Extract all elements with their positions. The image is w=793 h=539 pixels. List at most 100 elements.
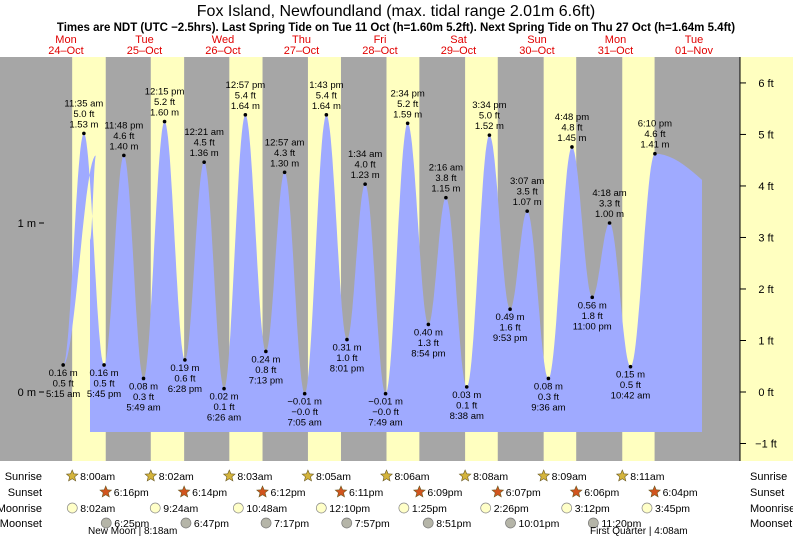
- tide-label: 0.24 m: [251, 354, 280, 365]
- moonrise-time: 8:02am: [80, 503, 115, 515]
- tide-label: 1.15 m: [431, 184, 460, 195]
- sunset-time: 6:06pm: [584, 487, 619, 499]
- row-label-right: Moonrise: [750, 503, 793, 515]
- tide-label: 0.02 m: [210, 392, 239, 403]
- day-date: 29–Oct: [441, 45, 476, 57]
- day-date: 28–Oct: [362, 45, 397, 57]
- tide-point: [444, 195, 448, 200]
- y-right-tick-label: 2 ft: [758, 284, 773, 296]
- tide-point: [590, 295, 595, 300]
- tide-label: 1.30 m: [270, 158, 299, 169]
- moonrise-time: 10:48am: [246, 503, 287, 515]
- tide-label: 1.23 m: [351, 170, 380, 181]
- sunset-icon: [177, 485, 191, 498]
- day-name: Mon: [55, 34, 76, 46]
- tide-label: 1.41 m: [640, 140, 669, 151]
- tide-label: 0.1 ft: [213, 402, 234, 413]
- tide-label: 0.3 ft: [538, 392, 559, 403]
- tide-label: 0.40 m: [414, 327, 443, 338]
- tide-label: 0.3 ft: [133, 392, 154, 403]
- tide-label: 1.36 m: [190, 148, 219, 159]
- tide-label: 0.8 ft: [255, 365, 276, 376]
- chart-title: Fox Island, Newfoundland (max. tidal ran…: [197, 3, 595, 20]
- day-date: 24–Oct: [48, 45, 83, 57]
- moonrise-time: 2:26pm: [494, 503, 529, 515]
- moonset-time: 6:47pm: [194, 518, 229, 530]
- moonrise-icon: [232, 502, 244, 514]
- tide-point: [141, 376, 146, 381]
- moonrise-time: 3:12pm: [575, 503, 610, 515]
- tide-label: 1.52 m: [475, 121, 504, 132]
- tide-label: 1.53 m: [69, 119, 98, 130]
- tide-label: 4.0 ft: [355, 160, 376, 171]
- tide-point: [405, 121, 410, 126]
- tide-label: 5.4 ft: [316, 90, 337, 101]
- tide-label: 1:43 pm: [309, 80, 343, 91]
- tide-label: 5.0 ft: [479, 111, 500, 122]
- row-label-left: Sunrise: [5, 471, 42, 483]
- tide-label: 5.2 ft: [397, 99, 418, 110]
- day-name: Wed: [212, 34, 234, 46]
- tide-label: 3.3 ft: [599, 199, 620, 210]
- tide-label: 6:28 pm: [168, 384, 202, 395]
- tide-point: [264, 349, 268, 354]
- day-date: 25–Oct: [127, 45, 162, 57]
- row-label-right: Sunrise: [750, 471, 787, 483]
- tide-label: 5:45 pm: [87, 389, 121, 400]
- tide-label: 0.56 m: [578, 300, 607, 311]
- tide-label: 0.16 m: [90, 368, 119, 379]
- tide-label: 1.8 ft: [582, 311, 603, 322]
- moonset-icon: [587, 517, 599, 529]
- tide-label: 5:49 am: [126, 402, 160, 413]
- tide-label: 4.5 ft: [194, 138, 215, 149]
- tide-label: 1.64 m: [231, 101, 260, 112]
- y-tick-label: 0 m: [18, 387, 36, 399]
- day-name: Mon: [605, 34, 626, 46]
- sunrise-time: 8:05am: [316, 471, 351, 483]
- sunrise-icon: [144, 469, 158, 482]
- day-name: Sat: [450, 34, 467, 46]
- tide-point: [628, 364, 633, 369]
- tide-area-path: [63, 114, 702, 433]
- tide-point: [82, 131, 86, 136]
- tide-label: −0.01 m: [368, 397, 403, 408]
- sunrise-icon: [615, 469, 629, 482]
- tide-point: [653, 151, 657, 156]
- tide-label: 0.1 ft: [456, 400, 477, 411]
- sunset-icon: [569, 485, 583, 498]
- row-label-right: Moonset: [750, 518, 792, 530]
- tide-label: 5.4 ft: [235, 90, 256, 101]
- sunset-time: 6:07pm: [506, 487, 541, 499]
- moonrise-icon: [398, 502, 410, 514]
- right-axis-panel: [740, 57, 793, 461]
- tide-label: 12:21 am: [184, 127, 224, 138]
- moonrise-time: 12:10pm: [329, 503, 370, 515]
- tide-label: 0.15 m: [616, 370, 645, 381]
- tide-label: 0.5 ft: [620, 380, 641, 391]
- sunrise-icon: [458, 469, 472, 482]
- sunrise-time: 8:06am: [394, 471, 429, 483]
- tide-label: 4.6 ft: [113, 131, 134, 142]
- tide-point: [546, 376, 551, 381]
- moonset-time: 10:01pm: [519, 518, 560, 530]
- tide-label: 6:26 am: [207, 413, 241, 424]
- day-headers: Mon24–OctTue25–OctWed26–OctThu27–OctFri2…: [48, 34, 713, 57]
- sunset-time: 6:09pm: [427, 487, 462, 499]
- moonset-icon: [260, 517, 272, 529]
- y-right-tick-label: 5 ft: [758, 129, 773, 141]
- sunrise-icon: [537, 469, 551, 482]
- tide-point: [243, 113, 248, 117]
- moon-phase-label: First Quarter | 4:08am: [590, 526, 688, 537]
- moonset-icon: [341, 517, 353, 529]
- sunrise-icon: [380, 469, 393, 482]
- moonrise-icon: [149, 502, 161, 514]
- moonset-time: 7:57pm: [355, 518, 390, 530]
- sunrise-icon: [301, 469, 315, 482]
- tide-label: 9:53 pm: [493, 333, 527, 344]
- tide-label: 1.3 ft: [418, 338, 439, 349]
- tide-label: 12:57 am: [265, 137, 305, 148]
- moonrise-icon: [315, 502, 327, 514]
- chart-subtitle: Times are NDT (UTC −2.5hrs). Last Spring…: [57, 22, 735, 34]
- moonset-time: 6:25pm: [114, 518, 149, 530]
- sunrise-time: 8:11am: [630, 471, 664, 483]
